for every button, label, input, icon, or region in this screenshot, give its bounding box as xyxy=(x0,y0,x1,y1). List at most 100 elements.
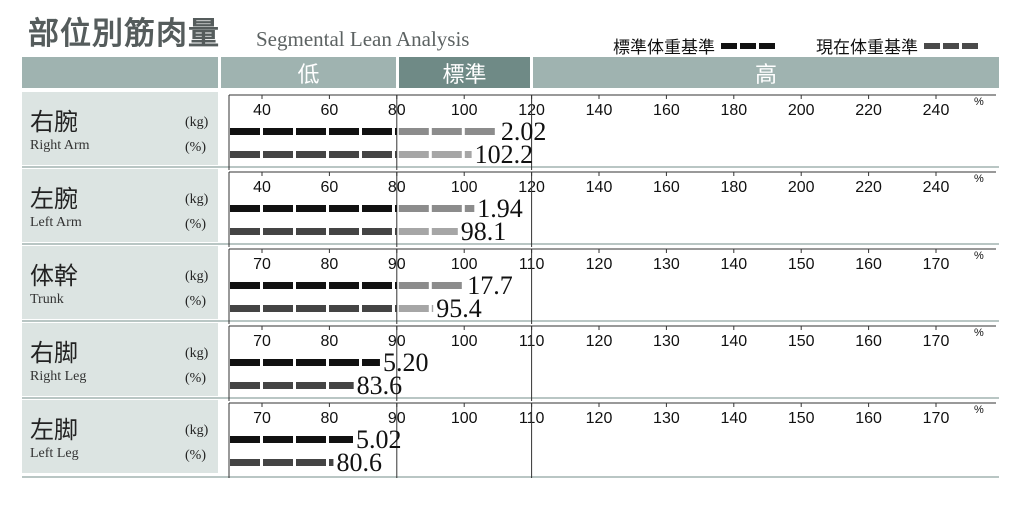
kg-bar xyxy=(230,436,260,443)
kg-bar xyxy=(263,282,293,289)
percent-bar xyxy=(362,151,392,158)
tick-label: 140 xyxy=(586,102,613,119)
tick-label: 70 xyxy=(253,410,271,427)
row-label-right-leg: 右脚 Right Leg (kg) (%) xyxy=(22,323,218,396)
tick-label: 240 xyxy=(923,102,950,119)
tick-label: 130 xyxy=(653,410,680,427)
kg-bar xyxy=(362,205,392,212)
tick-label: 140 xyxy=(586,179,613,196)
percent-bar xyxy=(329,228,359,235)
percent-symbol: % xyxy=(974,96,984,108)
kg-bar xyxy=(263,359,293,366)
percent-bar xyxy=(230,382,260,389)
percent-bar xyxy=(329,151,359,158)
kg-bar xyxy=(431,282,462,289)
tick-label: 80 xyxy=(321,410,339,427)
segment-name: 右脚 xyxy=(30,339,78,367)
tick-label: 200 xyxy=(788,179,815,196)
row-label-left-arm: 左腕 Left Arm (kg) (%) xyxy=(22,169,218,242)
tick-label: 70 xyxy=(253,333,271,350)
unit-kg: (kg) xyxy=(185,269,209,284)
tick-label: 160 xyxy=(855,256,882,273)
tick-label: 160 xyxy=(855,333,882,350)
kg-bar xyxy=(230,359,260,366)
percent-symbol: % xyxy=(974,250,984,262)
percent-bar xyxy=(263,151,293,158)
kg-bar xyxy=(398,205,429,212)
kg-bar xyxy=(263,205,293,212)
unit-kg: (kg) xyxy=(185,346,209,361)
tick-label: 170 xyxy=(923,410,950,427)
segment-name-en: Trunk xyxy=(30,292,64,307)
row-separator xyxy=(22,476,999,478)
segment-name: 右腕 xyxy=(30,108,78,136)
unit-kg: (kg) xyxy=(185,192,209,207)
percent-symbol: % xyxy=(974,404,984,416)
percent-bar xyxy=(329,459,334,466)
kg-bar xyxy=(362,359,380,366)
unit-percent: (%) xyxy=(185,217,206,232)
kg-bar xyxy=(431,128,462,135)
tick-label: 120 xyxy=(586,256,613,273)
tick-label: 150 xyxy=(788,333,815,350)
chart-title: 部位別筋肉量 xyxy=(28,16,220,52)
kg-bar xyxy=(431,205,462,212)
tick-label: 200 xyxy=(788,102,815,119)
tick-label: 140 xyxy=(720,410,747,427)
unit-kg: (kg) xyxy=(185,115,209,130)
tick-label: 120 xyxy=(586,333,613,350)
percent-bar xyxy=(398,305,429,312)
percent-bar xyxy=(263,459,293,466)
percent-bar xyxy=(329,305,359,312)
percent-bar xyxy=(296,459,326,466)
percent-bar xyxy=(329,382,354,389)
tick-label: 150 xyxy=(788,256,815,273)
percent-bar xyxy=(263,382,293,389)
legend-current-weight-label: 現在体重基準 xyxy=(816,38,918,58)
tick-label: 180 xyxy=(720,102,747,119)
tick-label: 60 xyxy=(321,102,339,119)
unit-percent: (%) xyxy=(185,294,206,309)
percent-bar xyxy=(398,228,429,235)
percent-bar xyxy=(230,151,260,158)
kg-bar xyxy=(362,128,392,135)
tick-label: 100 xyxy=(451,256,478,273)
tick-label: 80 xyxy=(321,256,339,273)
kg-value-label: 2.02 xyxy=(501,117,547,146)
kg-bar xyxy=(296,436,326,443)
percent-value-label: 80.6 xyxy=(336,448,382,477)
tick-label: 40 xyxy=(253,102,271,119)
legend-standard-weight-swatch xyxy=(721,42,775,49)
tick-label: 140 xyxy=(720,256,747,273)
percent-symbol: % xyxy=(974,173,984,185)
header-label-cell xyxy=(22,57,218,88)
percent-value-label: 95.4 xyxy=(436,294,482,323)
kg-bar xyxy=(395,282,397,289)
tick-label: 240 xyxy=(923,179,950,196)
kg-bar xyxy=(296,359,326,366)
kg-bar xyxy=(296,205,326,212)
segment-name-en: Left Arm xyxy=(30,215,82,230)
percent-bar xyxy=(296,305,326,312)
tick-label: 220 xyxy=(855,102,882,119)
percent-bar xyxy=(398,151,429,158)
header-high: 高 xyxy=(533,57,999,88)
segment-name: 左脚 xyxy=(30,416,78,444)
segment-name: 体幹 xyxy=(30,262,78,290)
kg-bar xyxy=(329,282,359,289)
row-separator xyxy=(22,243,999,245)
tick-label: 100 xyxy=(451,102,478,119)
percent-bar xyxy=(431,228,458,235)
percent-bar xyxy=(395,305,397,312)
kg-bar xyxy=(296,282,326,289)
percent-bar xyxy=(431,151,462,158)
segment-name: 左腕 xyxy=(30,185,78,213)
tick-label: 150 xyxy=(788,410,815,427)
header-low: 低 xyxy=(221,57,396,88)
percent-symbol: % xyxy=(974,327,984,339)
tick-label: 40 xyxy=(253,179,271,196)
segment-name-en: Right Leg xyxy=(30,369,87,384)
kg-bar xyxy=(329,359,359,366)
percent-value-label: 83.6 xyxy=(357,371,403,400)
